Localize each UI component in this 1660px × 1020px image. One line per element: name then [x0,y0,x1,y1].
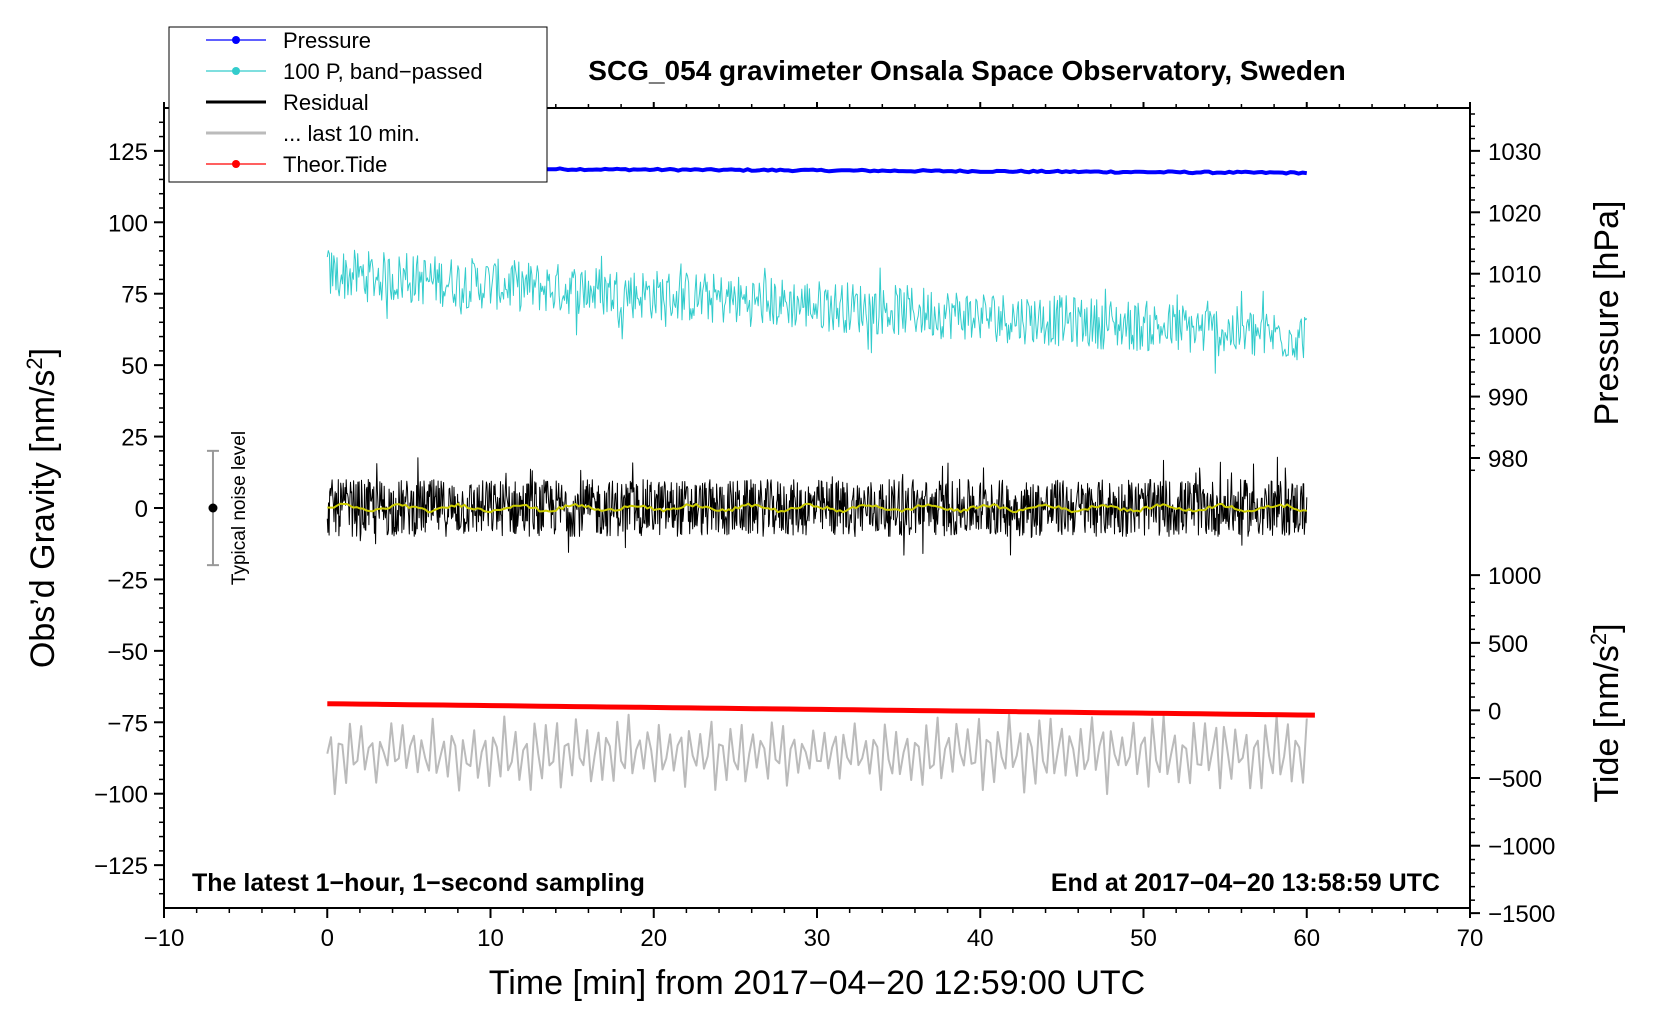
y-tick-label: −50 [107,639,148,666]
y-tick-label: −75 [107,710,148,737]
y-axis-label-main: Obs’d Gravity [nm/s2] [22,348,62,668]
y-tick-label: 50 [121,353,148,380]
pressure-tick-label: 1010 [1488,262,1541,289]
legend-marker-theor-tide [232,160,240,168]
legend-label-residual: Residual [283,90,369,115]
legend-marker-100-p-band-passed [232,67,240,75]
x-tick-label: 20 [640,925,667,952]
pressure-tick-label: 1030 [1488,139,1541,166]
legend-box [168,26,548,183]
y-tick-label: 0 [135,496,148,523]
tide-tick-label: 500 [1488,631,1528,658]
series-layer [326,165,1315,796]
y-axis-label-main-text: Obs’d Gravity [nm/s [24,370,62,669]
series-residual [326,456,1308,556]
x-tick-label: 70 [1457,925,1484,952]
y-tick-label: −100 [94,782,148,809]
annotation-right: End at 2017−04−20 13:58:59 UTC [1051,869,1440,897]
pressure-tick-label: 1000 [1488,323,1541,350]
x-tick-label: −10 [144,925,185,952]
noise-bar-group: Typical noise level [206,431,250,585]
y-axis-label-main-sup: 2 [22,357,47,369]
tide-tick-label: −1000 [1488,834,1555,861]
y-tick-label: −125 [94,853,148,880]
noise-bar-label: Typical noise level [229,431,250,585]
tide-axis-label-sup: 2 [1586,633,1611,645]
legend-label-last-10-min: ... last 10 min. [283,121,420,146]
tide-tick-label: 1000 [1488,563,1541,590]
x-tick-label: 40 [967,925,994,952]
legend-label-pressure: Pressure [283,28,371,53]
pressure-axis-label: Pressure [hPa] [1588,201,1626,426]
y-tick-label: −25 [107,567,148,594]
tide-tick-label: 0 [1488,698,1501,725]
pressure-tick-label: 990 [1488,385,1528,412]
tide-axis-ticks: 1000 500 0 −500 −1000 −1500 [1470,563,1555,928]
y-tick-label: 25 [121,425,148,452]
x-axis-ticks: −10 0 10 20 30 40 50 60 70 [144,102,1484,952]
chart-title: SCG_054 gravimeter Onsala Space Observat… [588,55,1345,86]
y-tick-label: 100 [108,210,148,237]
pressure-axis-ticks: 1030 1020 1010 1000 990 980 [1470,113,1541,473]
tide-axis-label: Tide [nm/s2] [1586,623,1626,802]
y-tick-label: 75 [121,282,148,309]
x-tick-label: 30 [804,925,831,952]
legend-marker-pressure [232,36,240,44]
series-residual-smoothed [327,502,1307,514]
y-axis-ticks: 125 100 75 50 25 0 −25 −50 −75 −100 −125 [94,121,164,895]
x-tick-label: 50 [1130,925,1157,952]
pressure-tick-label: 1020 [1488,200,1541,227]
x-tick-label: 10 [477,925,504,952]
noise-bar-center [208,503,218,513]
series-last-10-min [326,712,1308,796]
pressure-tick-label: 980 [1488,446,1528,473]
x-tick-label: 60 [1293,925,1320,952]
tide-axis-label-text: Tide [nm/s [1588,645,1626,802]
x-axis-label: Time [min] from 2017−04−20 12:59:00 UTC [489,964,1145,1002]
tide-tick-label: −500 [1488,766,1542,793]
y-axis-label-main-close: ] [24,348,62,357]
y-tick-label: 125 [108,139,148,166]
tide-tick-label: −1500 [1488,901,1555,928]
legend-label-100-p-band-passed: 100 P, band−passed [283,59,483,84]
legend: Pressure 100 P, band−passed Residual ... la… [168,26,548,183]
series-100-p-band-passed [326,249,1308,374]
x-tick-label: 0 [321,925,334,952]
annotation-left: The latest 1−hour, 1−second sampling [192,869,645,897]
series-theor-tide [327,701,1315,718]
tide-axis-label-close: ] [1588,623,1626,632]
legend-label-theor-tide: Theor.Tide [283,152,387,177]
